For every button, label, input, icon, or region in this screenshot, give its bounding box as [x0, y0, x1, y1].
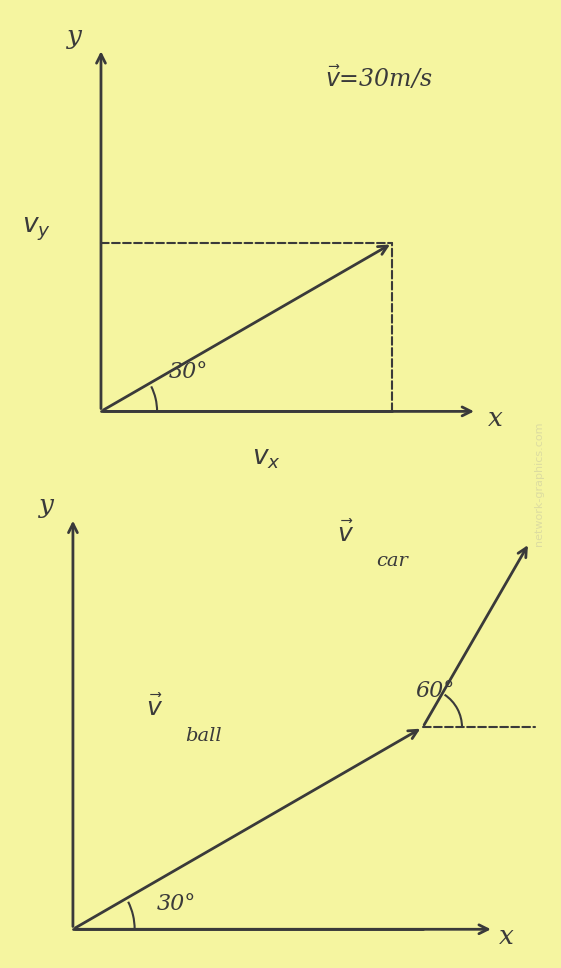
Text: $\vec{v}$: $\vec{v}$ — [337, 521, 353, 547]
Text: network-graphics.com: network-graphics.com — [534, 422, 544, 546]
Text: $\vec{v}$=30m/s: $\vec{v}$=30m/s — [325, 65, 433, 92]
Text: x: x — [488, 406, 503, 431]
Text: y: y — [67, 23, 82, 48]
Text: 30°: 30° — [168, 360, 208, 382]
Text: x: x — [499, 923, 514, 949]
Text: car: car — [376, 553, 408, 570]
Text: $v_y$: $v_y$ — [22, 216, 51, 243]
Text: 30°: 30° — [157, 892, 196, 915]
Text: $\vec{v}$: $\vec{v}$ — [146, 695, 163, 721]
Text: $v_x$: $v_x$ — [252, 446, 281, 471]
Text: ball: ball — [185, 727, 222, 744]
Text: 60°: 60° — [415, 680, 454, 702]
Text: y: y — [39, 493, 54, 518]
